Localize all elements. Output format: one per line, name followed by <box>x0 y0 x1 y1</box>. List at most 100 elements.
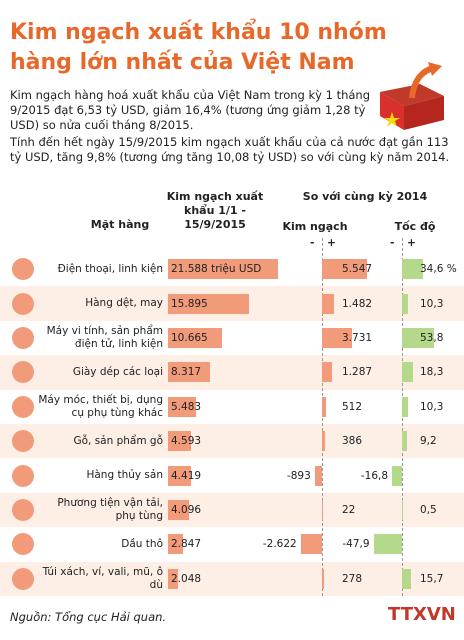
category-icon <box>12 395 34 418</box>
value-label: 34,6 % <box>420 263 457 276</box>
value-label: 2.847 <box>171 538 202 551</box>
bar <box>168 534 183 555</box>
bar <box>168 328 223 348</box>
category-icon <box>12 533 34 556</box>
category-label: Hàng thủy sản <box>86 469 163 482</box>
category-label: Máy vi tính, sản phẩm điện tử, linh kiện <box>46 324 163 350</box>
value-label: 386 <box>342 435 363 448</box>
value-label: 278 <box>342 572 363 585</box>
bar <box>168 362 211 383</box>
bar <box>168 568 179 589</box>
value-label: 15,7 <box>420 572 444 585</box>
bar <box>402 396 409 417</box>
intro-1: Kim ngạch hàng hoá xuất khẩu của Việt Na… <box>10 88 371 132</box>
series-header: Kim ngạch xuất khẩu 1/1 - 15/9/2015 <box>166 190 264 231</box>
row-stripe <box>0 561 464 596</box>
bar <box>322 293 335 314</box>
zero-line <box>402 238 403 596</box>
bar <box>373 534 402 555</box>
value-label: 3.731 <box>342 332 373 344</box>
value-label: -16,8 <box>360 469 389 482</box>
value-label: -2.622 <box>262 538 297 551</box>
bar <box>322 568 325 589</box>
bar <box>322 362 333 383</box>
value-label: 10,3 <box>420 297 444 310</box>
value-label: 512 <box>342 400 363 413</box>
category-label: Điện thoại, linh kiện <box>57 262 163 275</box>
value-label: 2.048 <box>171 572 202 585</box>
row-stripe <box>0 424 464 459</box>
value-label: 5.483 <box>171 400 202 413</box>
category-label: Máy móc, thiết bị, dụng cụ phụ tùng khác <box>38 393 163 419</box>
bar <box>168 500 189 520</box>
intro-2: Tính đến hết ngày 15/9/2015 kim ngạch xu… <box>10 135 450 164</box>
category-icon <box>12 567 34 590</box>
category-icon <box>12 464 34 487</box>
sign-label: - <box>310 237 315 249</box>
category-icon <box>12 430 34 453</box>
row-stripe <box>0 492 464 528</box>
series-header: Kim ngạch <box>282 220 348 233</box>
bar <box>402 259 423 280</box>
bar <box>168 431 192 452</box>
category-label: Gỗ, sản phẩm gỗ <box>73 434 163 447</box>
value-label: -893 <box>286 469 311 482</box>
value-label: 53,8 <box>420 332 444 344</box>
sign-label: + <box>407 237 416 249</box>
bar <box>402 431 408 452</box>
value-label: 18,3 <box>420 366 444 379</box>
zero-line <box>322 238 323 596</box>
value-label: 15.895 <box>171 297 208 310</box>
value-label: 4.419 <box>171 469 202 482</box>
category-label: Phương tiện vận tải, phụ tùng <box>57 496 163 522</box>
category-label: Giày dép các loại <box>72 365 163 378</box>
category-label: Hàng dệt, may <box>85 297 163 310</box>
bar <box>168 259 278 280</box>
bar <box>322 431 326 452</box>
bar <box>314 465 322 486</box>
category-header: Mặt hàng <box>90 218 150 231</box>
bar <box>322 396 327 417</box>
category-icon <box>12 499 34 521</box>
bar <box>168 293 249 314</box>
group-header: So với cùng kỳ 2014 <box>302 190 428 203</box>
sign-label: - <box>390 237 395 249</box>
value-label: 10.665 <box>171 332 208 344</box>
value-label: 21.588 triệu USD <box>171 263 262 276</box>
row-stripe <box>0 355 464 390</box>
category-icon <box>12 292 34 315</box>
bar <box>402 362 413 383</box>
value-label: 5.547 <box>342 263 373 276</box>
series-header: Tốc độ <box>394 220 436 233</box>
bar <box>402 568 412 589</box>
bar <box>168 465 191 486</box>
value-label: 1.482 <box>342 297 373 310</box>
category-icon <box>12 327 34 349</box>
value-label: 4.096 <box>171 504 202 516</box>
bar <box>322 328 353 348</box>
bar <box>168 396 196 417</box>
category-icon <box>12 361 34 384</box>
value-label: -47,9 <box>342 538 370 551</box>
value-label: 1.287 <box>342 366 373 379</box>
category-icon <box>12 258 34 281</box>
bar <box>322 259 367 280</box>
bar <box>402 328 434 348</box>
value-label: 10,3 <box>420 400 444 413</box>
title: Kim ngạch xuất khẩu 10 nhóm hàng lớn nhấ… <box>10 20 387 75</box>
value-label: 8.317 <box>171 366 202 379</box>
value-label: 9,2 <box>420 435 437 448</box>
bar <box>392 465 402 486</box>
category-label: Dầu thô <box>121 537 163 550</box>
sign-label: + <box>327 237 336 249</box>
bar <box>300 534 322 555</box>
logo: TTXVN <box>388 604 456 625</box>
category-label: Túi xách, ví, vali, mũ, ô dù <box>42 565 163 591</box>
bar <box>402 293 409 314</box>
box-icon <box>380 62 444 130</box>
source: Nguồn: Tổng cục Hải quan. <box>10 610 167 624</box>
value-label: 4.593 <box>171 435 202 448</box>
value-label: 0,5 <box>420 504 437 516</box>
value-label: 22 <box>342 504 356 516</box>
